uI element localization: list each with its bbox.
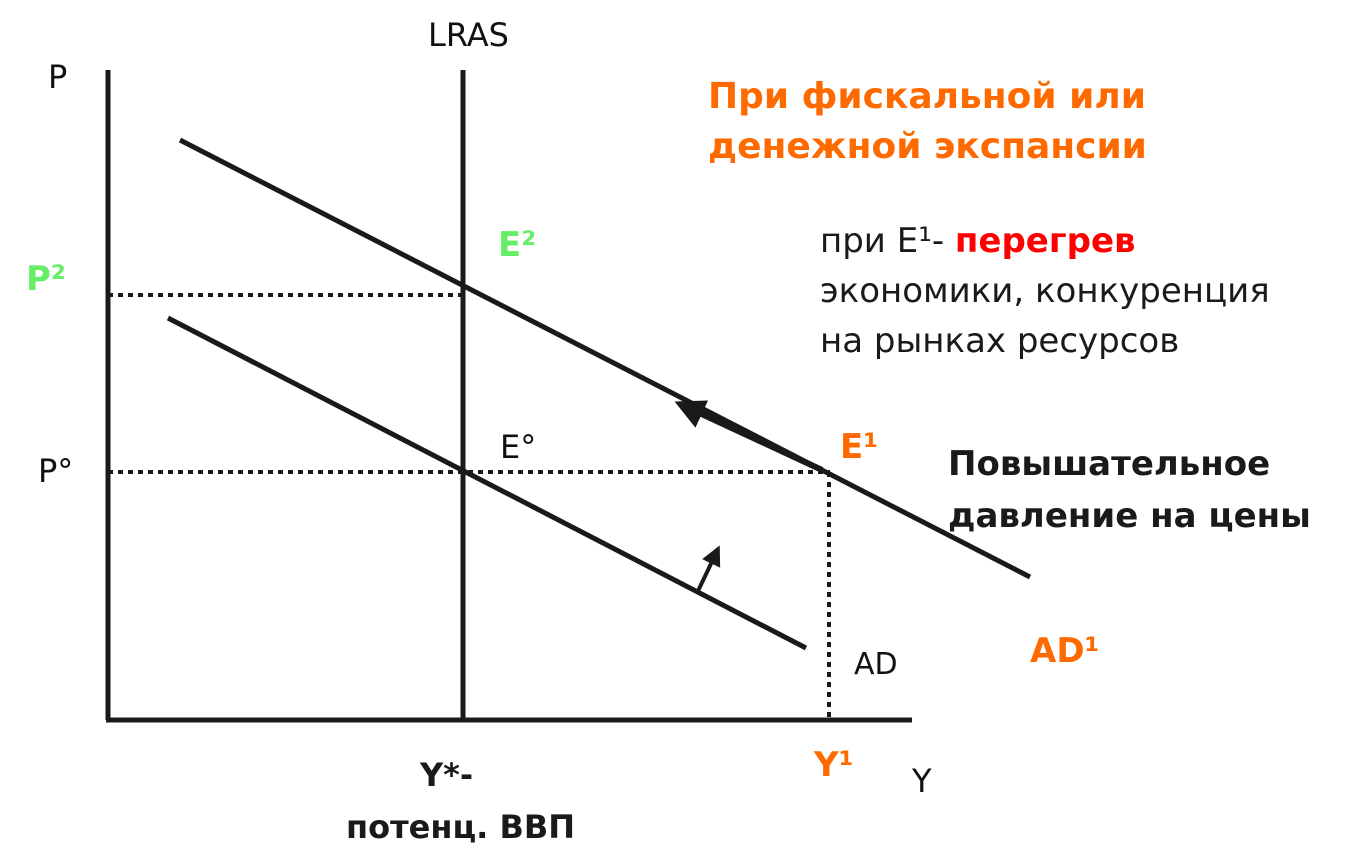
overheat-highlight: перегрев <box>954 221 1136 261</box>
e0-label: E° <box>500 428 536 466</box>
expansion-title-line1: При фискальной или <box>708 76 1146 117</box>
e1-label: E¹ <box>840 427 878 467</box>
ad-label: AD <box>854 647 898 682</box>
lras-label: LRAS <box>428 16 509 54</box>
price-pressure-line2: давление на цены <box>948 496 1311 536</box>
y-star-caption: потенц. ВВП <box>346 808 575 846</box>
price-pressure-line1: Повышательное <box>948 444 1271 484</box>
p0-label: P° <box>38 452 73 490</box>
x-axis-label: Y <box>911 762 932 800</box>
y1-label: Y¹ <box>813 745 854 785</box>
ad-curve <box>166 315 808 651</box>
overheat-note-line3: на рынках ресурсов <box>820 321 1180 361</box>
overheat-note-line2: экономики, конкуренция <box>820 271 1270 311</box>
p2-label: P² <box>26 259 66 299</box>
overheat-note: при E¹- перегрев экономики, конкуренция … <box>820 216 1270 366</box>
ad1-label: AD¹ <box>1030 631 1099 671</box>
ad-shift-arrow <box>696 545 721 592</box>
overheat-prefix: при E¹- <box>820 221 955 261</box>
ad1-curve <box>178 137 1032 580</box>
price-pressure-arrow <box>674 400 824 473</box>
expansion-title: При фискальной или денежной экспансии <box>708 72 1147 172</box>
expansion-title-line2: денежной экспансии <box>708 126 1147 167</box>
e2-label: E² <box>498 225 536 265</box>
overheat-note-line1: при E¹- перегрев <box>820 216 1270 266</box>
price-pressure-note: Повышательное давление на цены <box>948 438 1311 542</box>
y-star-label: Y*- <box>419 756 473 794</box>
y-axis-label: P <box>48 58 67 96</box>
